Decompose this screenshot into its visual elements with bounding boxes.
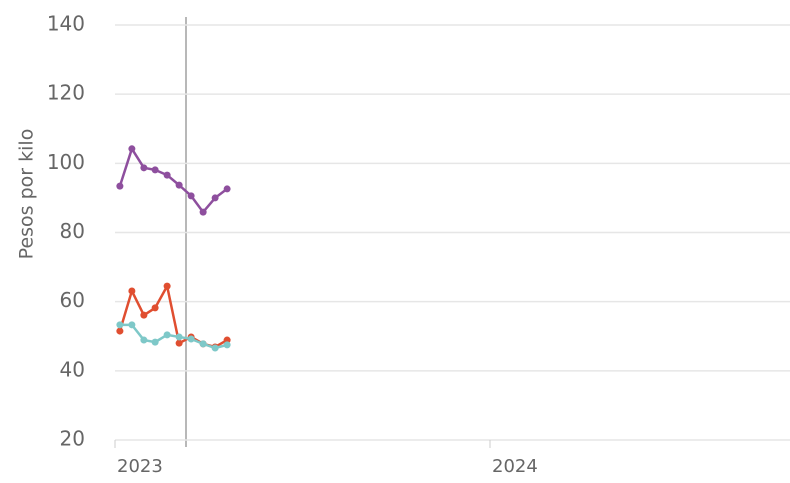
- data-point: [199, 340, 207, 348]
- x-tick-label: 2023: [117, 456, 163, 477]
- data-point: [187, 335, 195, 343]
- data-point: [163, 282, 171, 290]
- data-point: [116, 182, 124, 190]
- data-point: [128, 321, 136, 329]
- x-tick-label: 2024: [492, 456, 538, 477]
- data-point: [151, 166, 159, 174]
- data-point: [175, 181, 183, 189]
- data-point: [187, 192, 195, 200]
- data-point: [163, 171, 171, 179]
- data-point: [116, 321, 124, 329]
- data-point: [223, 185, 231, 193]
- data-point: [128, 145, 136, 153]
- y-tick-label: 80: [60, 219, 85, 243]
- data-point: [211, 194, 219, 202]
- y-tick-label: 140: [47, 12, 85, 36]
- y-tick-label: 60: [60, 288, 85, 312]
- data-point: [116, 327, 124, 335]
- data-point: [140, 311, 148, 319]
- data-point: [163, 331, 171, 339]
- series-line: [119, 323, 228, 350]
- data-point: [223, 336, 231, 344]
- y-axis-label: Pesos por kilo: [16, 129, 38, 260]
- y-tick-label: 40: [60, 357, 85, 381]
- y-tick-label: 120: [47, 81, 85, 105]
- data-point: [199, 208, 207, 216]
- y-tick-label: 100: [47, 150, 85, 174]
- data-point: [128, 287, 136, 295]
- data-point: [223, 341, 231, 349]
- data-point: [151, 304, 159, 312]
- series-line: [118, 284, 228, 349]
- data-point: [175, 333, 183, 341]
- data-point: [140, 336, 148, 344]
- data-point: [140, 164, 148, 172]
- y-tick-label: 20: [60, 427, 85, 451]
- series-line: [118, 147, 228, 214]
- data-point: [211, 344, 219, 352]
- data-point: [151, 338, 159, 346]
- data-point: [175, 339, 183, 347]
